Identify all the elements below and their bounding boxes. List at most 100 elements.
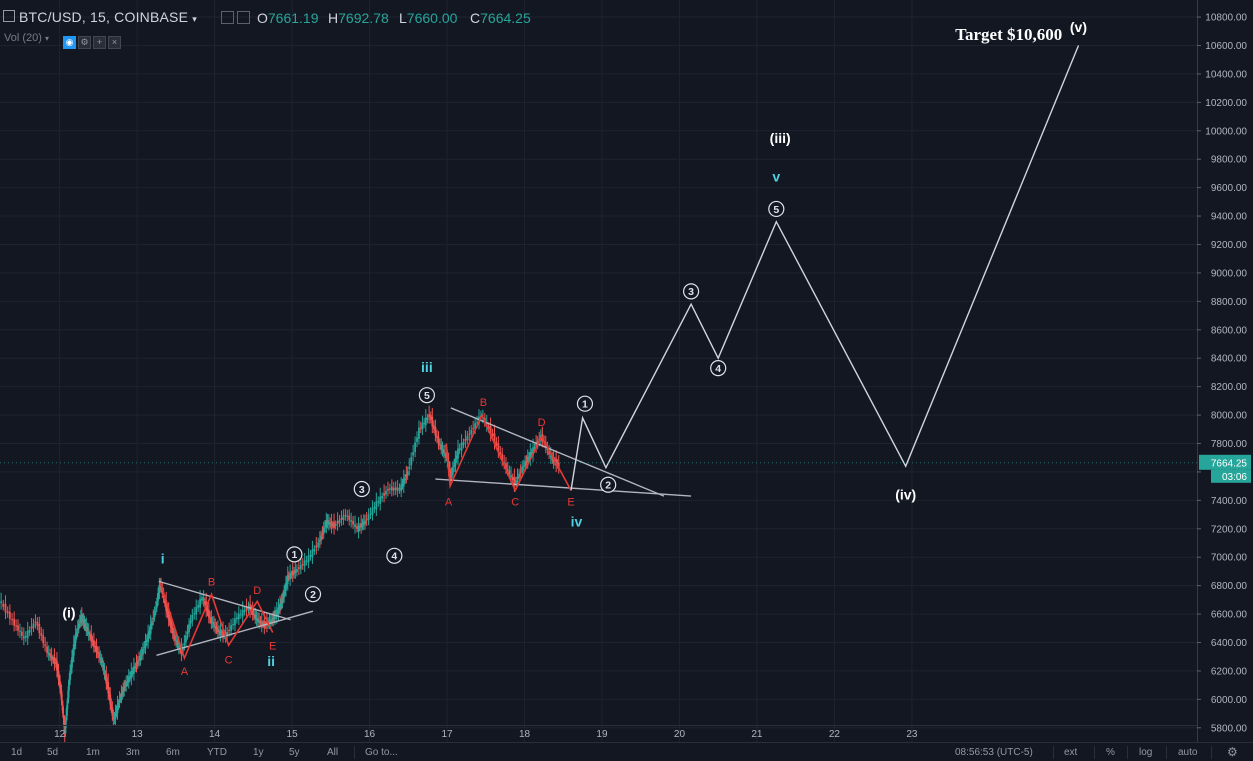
- candle-body-down: [436, 435, 438, 438]
- plus-icon[interactable]: +: [93, 36, 106, 49]
- trendline[interactable]: [450, 407, 665, 497]
- clock[interactable]: 08:56:53 (UTC-5): [955, 747, 1033, 758]
- candle-body-up: [346, 515, 349, 517]
- candle-body-up: [241, 609, 244, 617]
- eye-icon[interactable]: ◉: [63, 36, 76, 49]
- corrective-wave-path[interactable]: [445, 413, 572, 493]
- candle-body-down: [58, 679, 61, 682]
- collapse-icon[interactable]: [3, 10, 15, 22]
- candle-body-down: [98, 652, 100, 658]
- goto-button[interactable]: Go to...: [365, 747, 398, 758]
- volume-label[interactable]: Vol (20) ▾: [4, 32, 49, 44]
- candle-body-up: [131, 670, 134, 674]
- gear-icon[interactable]: ⚙: [1227, 745, 1238, 759]
- range-1m[interactable]: 1m: [86, 747, 100, 758]
- candle-body-down: [220, 632, 223, 634]
- candle-body-up: [515, 480, 517, 484]
- range-1y[interactable]: 1y: [253, 747, 264, 758]
- candle-body-down: [499, 452, 502, 455]
- last-price-tag[interactable]: [1199, 454, 1251, 470]
- gear-icon[interactable]: ⚙: [78, 36, 91, 49]
- candle-body-down: [61, 705, 64, 714]
- candle-body-up: [470, 429, 473, 435]
- trendline[interactable]: [156, 610, 314, 656]
- candle-body-up: [392, 487, 395, 491]
- compare-icon[interactable]: [237, 11, 250, 24]
- candle-body-down: [38, 624, 41, 634]
- candle-body-down: [256, 618, 259, 622]
- wave-label-white: (v): [1070, 19, 1087, 35]
- candle-body-up: [518, 473, 520, 478]
- candle-body-up: [77, 623, 80, 630]
- candle-body-down: [165, 600, 168, 611]
- toolbar-divider: [1166, 746, 1167, 759]
- range-3m[interactable]: 3m: [126, 747, 140, 758]
- candle-body-up: [181, 646, 184, 653]
- ext-toggle[interactable]: ext: [1064, 747, 1078, 758]
- candle-body-down: [356, 526, 358, 529]
- candle-body-down: [442, 449, 445, 454]
- candle-body-down: [398, 488, 401, 490]
- candle-body-up: [199, 598, 201, 608]
- candle-body-down: [44, 644, 47, 646]
- wave-circle-label: 1: [291, 549, 297, 561]
- toolbar-divider: [1127, 746, 1128, 759]
- range-1d[interactable]: 1d: [11, 747, 23, 758]
- candle-body-down: [254, 613, 257, 619]
- candle-body-down: [245, 607, 248, 611]
- candle-body-up: [87, 631, 90, 635]
- range-ytd[interactable]: YTD: [207, 747, 227, 758]
- wave-circle-marker: [286, 546, 303, 563]
- price-candles: [0, 405, 560, 743]
- corrective-wave-path[interactable]: [159, 582, 274, 661]
- candle-body-up: [149, 623, 152, 634]
- candle-body-up: [113, 718, 116, 720]
- candle-body-up: [388, 488, 391, 490]
- candle-body-up: [526, 456, 529, 463]
- symbol-title[interactable]: BTC/USD, 15, COINBASE ▾: [19, 9, 197, 25]
- price-axis[interactable]: 5800.00 6000.00 6200.00 6400.00 6600.00 6800.…: [0, 0, 1253, 742]
- range-all[interactable]: All: [327, 747, 339, 758]
- x-tick-label: 15: [287, 729, 299, 740]
- candle-body-up: [85, 626, 88, 630]
- candle-body-down: [61, 701, 64, 705]
- y-tick-label: 7800.00: [1211, 439, 1248, 450]
- candle-body-down: [95, 645, 98, 653]
- candle-body-up: [129, 676, 131, 678]
- chevron-down-icon[interactable]: ▾: [192, 14, 197, 24]
- close-icon[interactable]: ×: [108, 36, 121, 49]
- range-5d[interactable]: 5d: [47, 747, 59, 758]
- candle-body-down: [112, 717, 115, 720]
- candle-body-up: [361, 523, 364, 526]
- settings-icon[interactable]: [221, 11, 234, 24]
- range-6m[interactable]: 6m: [166, 747, 180, 758]
- chevron-down-icon[interactable]: ▾: [44, 34, 49, 43]
- candle-body-down: [362, 521, 365, 525]
- candle-body-up: [385, 490, 387, 495]
- range-5y[interactable]: 5y: [289, 747, 300, 758]
- candle-body-down: [495, 441, 498, 446]
- candle-body-up: [26, 630, 29, 639]
- candle-body-up: [460, 442, 463, 451]
- candle-body-down: [336, 520, 339, 525]
- trendline[interactable]: [158, 580, 291, 621]
- log-toggle[interactable]: log: [1139, 747, 1153, 758]
- trendline[interactable]: [435, 478, 692, 497]
- candle-body-up: [305, 560, 308, 562]
- candle-body-up: [309, 554, 312, 557]
- candle-body-down: [352, 520, 354, 525]
- percent-toggle[interactable]: %: [1106, 747, 1115, 758]
- time-axis[interactable]: 12 13 14 15 16 17 18 19 20 21 22 23: [0, 725, 1197, 741]
- candle-body-up: [237, 613, 240, 620]
- candle-body-down: [30, 626, 33, 629]
- candle-body-down: [62, 715, 65, 718]
- candle-body-down: [60, 690, 63, 701]
- candle-body-down: [84, 623, 87, 627]
- candle-body-down: [94, 646, 97, 648]
- wave-circle-label: 3: [359, 484, 365, 496]
- candle-body-up: [230, 625, 232, 631]
- auto-toggle[interactable]: auto: [1178, 747, 1198, 758]
- candle-body-up: [444, 453, 446, 457]
- wave-projection-path[interactable]: [570, 45, 1080, 491]
